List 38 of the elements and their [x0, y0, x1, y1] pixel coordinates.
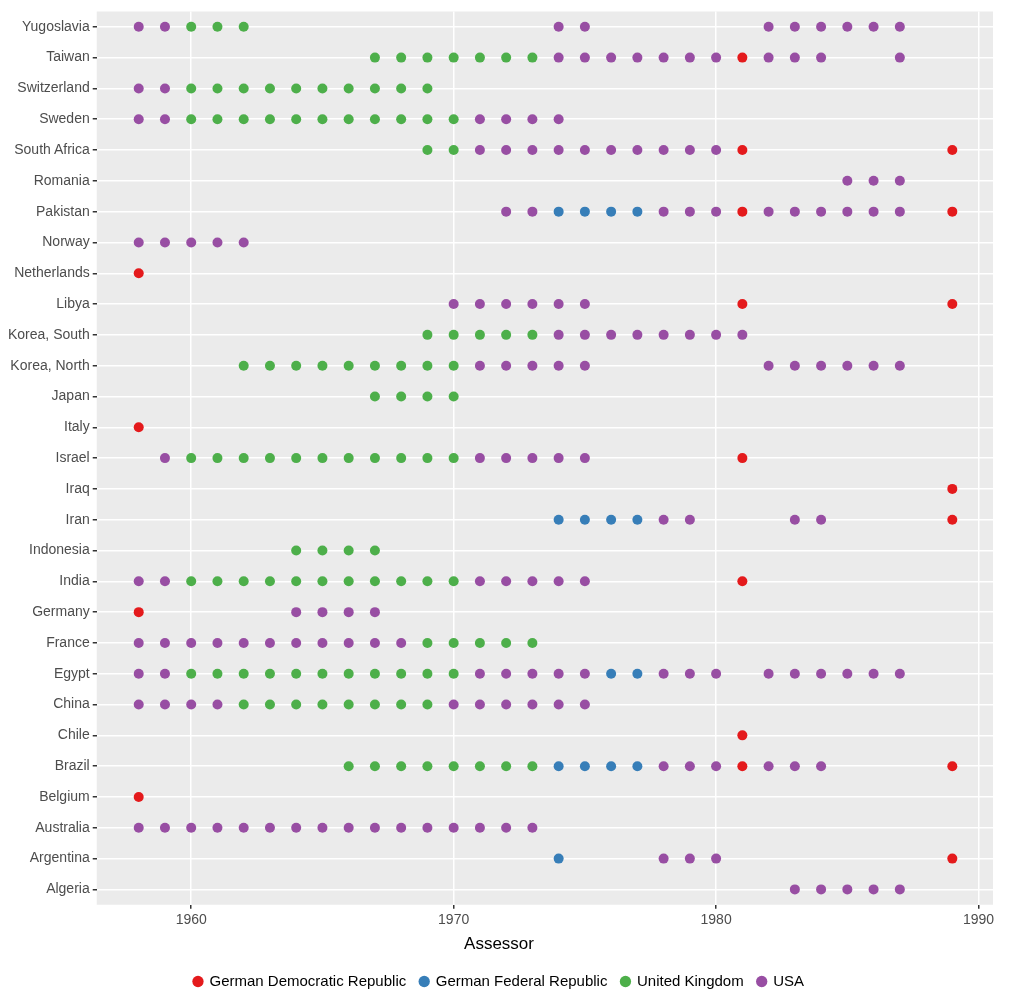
y-tick-label: France [46, 633, 90, 650]
y-tick-label: Iran [65, 510, 90, 527]
y-tick-label: China [53, 695, 90, 712]
y-tick-label: Norway [42, 233, 90, 250]
y-tick-label: Netherlands [14, 264, 90, 281]
y-tick-label: Korea, North [10, 356, 90, 373]
x-tick-label: 1980 [700, 911, 732, 928]
y-tick-label: Romania [33, 171, 90, 188]
legend-label: German Democratic Republic [209, 971, 407, 989]
legend-label: USA [773, 971, 805, 989]
legend-title: Assessor [464, 933, 535, 953]
y-tick-label: Brazil [54, 757, 90, 774]
y-tick-label: Japan [51, 387, 90, 404]
y-tick-label: Italy [64, 418, 90, 435]
y-tick-label: Pakistan [36, 202, 90, 219]
legend-label: German Federal Republic [435, 971, 608, 989]
y-tick-label: Israel [55, 448, 90, 465]
legend-label: United Kingdom [636, 971, 744, 989]
y-tick-label: Korea, South [7, 325, 90, 342]
x-tick-label: 1970 [438, 911, 470, 928]
y-tick-label: Iraq [65, 479, 90, 496]
y-tick-label: South Africa [14, 140, 90, 157]
y-tick-label: Belgium [39, 787, 90, 804]
x-tick-label: 1960 [175, 911, 207, 928]
y-tick-label: Germany [32, 602, 90, 619]
y-tick-label: Argentina [29, 849, 90, 866]
y-tick-label: Algeria [46, 880, 90, 897]
y-tick-label: Indonesia [29, 541, 90, 558]
y-tick-label: India [59, 572, 90, 589]
y-tick-label: Egypt [53, 664, 90, 681]
y-tick-label: Sweden [39, 110, 90, 127]
y-tick-label: Libya [56, 294, 90, 311]
y-tick-label: Taiwan [46, 48, 90, 65]
y-tick-label: Chile [57, 726, 90, 743]
y-tick-label: Switzerland [17, 79, 90, 96]
y-tick-label: Australia [35, 818, 90, 835]
x-tick-label: 1990 [962, 911, 995, 928]
y-tick-label: Yugoslavia [22, 17, 90, 34]
